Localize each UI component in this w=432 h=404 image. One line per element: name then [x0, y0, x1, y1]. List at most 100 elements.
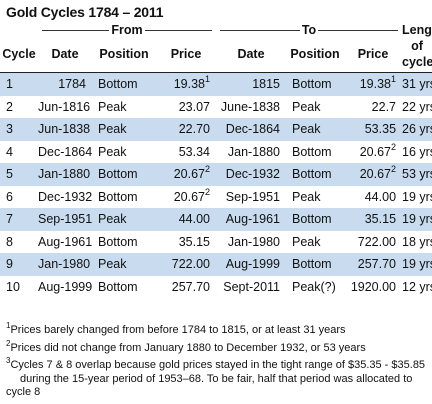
footnote-2: 2Prices did not change from January 1880… — [6, 338, 366, 354]
length-header-top: Length — [402, 22, 432, 38]
to-price-cell: 19.381 — [344, 72, 403, 96]
to-price-cell: 1920.00 — [344, 275, 403, 298]
to-position-cell: Bottom — [286, 163, 344, 186]
from-price-cell: 35.15 — [156, 230, 216, 253]
from-position-cell: Peak — [92, 95, 156, 118]
to-price-cell: 44.00 — [344, 185, 403, 208]
length-header-bottom: of cycle — [402, 38, 432, 73]
to-position-header: Position — [286, 38, 344, 73]
to-date-cell: 1815 — [216, 72, 286, 96]
length-cell: 19 yrs — [402, 185, 432, 208]
from-date-cell: Jan-1880 — [38, 163, 92, 186]
to-date-cell: Dec-1864 — [216, 118, 286, 141]
from-date-cell: Jun-1838 — [38, 118, 92, 141]
from-date-cell: Jun-1816 — [38, 95, 92, 118]
from-date-cell: 1784 — [38, 72, 92, 96]
table-row: 9 Jan-1980 Peak 722.00 Aug-1999 Bottom 257.70 1… — [0, 253, 432, 276]
table-row: 7 Sep-1951 Peak 44.00 Aug-1961 Bottom 35.15 19 … — [0, 208, 432, 231]
from-position-cell: Bottom — [92, 185, 156, 208]
from-price-cell: 722.00 — [156, 253, 216, 276]
to-price-cell: 257.70 — [344, 253, 403, 276]
cycle-cell: 8 — [0, 230, 38, 253]
to-date-cell: Sep-1951 — [216, 185, 286, 208]
table-row: 4 Dec-1864 Peak 53.34 Jan-1880 Bottom 20.672 16… — [0, 140, 432, 163]
from-position-cell: Peak — [92, 208, 156, 231]
to-position-cell: Peak — [286, 230, 344, 253]
to-date-header: Date — [216, 38, 286, 73]
cycle-header: Cycle — [0, 38, 38, 73]
footnotes: 1Prices barely changed from before 1784 … — [6, 321, 426, 404]
to-group-header: To — [216, 22, 403, 38]
length-cell: 16 yrs — [402, 140, 432, 163]
from-date-cell: Jan-1980 — [38, 253, 92, 276]
from-group-header: From — [38, 22, 216, 38]
cycle-cell: 9 — [0, 253, 38, 276]
from-price-cell: 22.70 — [156, 118, 216, 141]
from-date-cell: Aug-1961 — [38, 230, 92, 253]
length-cell: 31 yrs+1 — [402, 72, 432, 96]
from-date-cell: Aug-1999 — [38, 275, 92, 298]
to-date-cell: Aug-1961 — [216, 208, 286, 231]
table-row: 10 Aug-1999 Bottom 257.70 Sept-2011 Peak(?) 19… — [0, 275, 432, 298]
length-cell: 22 yrs — [402, 95, 432, 118]
from-price-cell: 257.70 — [156, 275, 216, 298]
table-row: 8 Aug-1961 Bottom 35.15 Jan-1980 Peak 722.00 18… — [0, 230, 432, 253]
table-row: 6 Dec-1932 Bottom 20.672 Sep-1951 Peak 44.00 19… — [0, 185, 432, 208]
from-position-cell: Peak — [92, 118, 156, 141]
from-position-cell: Peak — [92, 253, 156, 276]
from-position-cell: Bottom — [92, 163, 156, 186]
length-cell: 53 yrs2 — [402, 163, 432, 186]
to-position-cell: Peak — [286, 95, 344, 118]
to-date-cell: Jan-1980 — [216, 230, 286, 253]
footnote-marker: 2 — [391, 164, 397, 175]
to-price-header: Price — [344, 38, 403, 73]
footnote-3: 3Cycles 7 & 8 overlap because gold price… — [6, 356, 426, 399]
length-cell: 19 yrs — [402, 253, 432, 276]
from-position-cell: Bottom — [92, 72, 156, 96]
from-date-cell: Dec-1932 — [38, 185, 92, 208]
footnote-1: 1Prices barely changed from before 1784 … — [6, 321, 346, 337]
to-price-cell: 20.672 — [344, 163, 403, 186]
to-position-cell: Bottom — [286, 208, 344, 231]
cycle-cell: 3 — [0, 118, 38, 141]
to-price-cell: 53.35 — [344, 118, 403, 141]
cycle-cell: 2 — [0, 95, 38, 118]
cycle-cell: 5 — [0, 163, 38, 186]
header-group-row: From To Length — [0, 22, 432, 38]
cycle-cell: 10 — [0, 275, 38, 298]
footnote-marker: 1 — [204, 74, 210, 85]
from-position-header: Position — [92, 38, 156, 73]
to-date-cell: Jan-1880 — [216, 140, 286, 163]
from-date-cell: Sep-1951 — [38, 208, 92, 231]
to-position-cell: Peak — [286, 185, 344, 208]
from-date-header: Date — [38, 38, 92, 73]
from-price-cell: 20.672 — [156, 163, 216, 186]
gold-cycles-table: From To Length Cycle Date Position Price… — [0, 22, 432, 298]
length-cell: 19 yrs3 — [402, 208, 432, 231]
table-row: 3 Jun-1838 Peak 22.70 Dec-1864 Peak 53.35 26 yr… — [0, 118, 432, 141]
to-price-cell: 35.15 — [344, 208, 403, 231]
to-price-cell: 20.672 — [344, 140, 403, 163]
from-price-header: Price — [156, 38, 216, 73]
from-date-cell: Dec-1864 — [38, 140, 92, 163]
to-date-cell: Aug-1999 — [216, 253, 286, 276]
footnote-marker: 2 — [391, 141, 397, 152]
to-position-cell: Bottom — [286, 140, 344, 163]
cycle-cell: 7 — [0, 208, 38, 231]
to-date-cell: Dec-1932 — [216, 163, 286, 186]
to-position-cell: Peak — [286, 118, 344, 141]
table-row: 2 Jun-1816 Peak 23.07 June-1838 Peak 22.7 22 yr… — [0, 95, 432, 118]
footnote-marker: 1 — [391, 74, 397, 85]
to-price-cell: 722.00 — [344, 230, 403, 253]
to-price-cell: 22.7 — [344, 95, 403, 118]
header-column-row: Cycle Date Position Price Date Position … — [0, 38, 432, 73]
cycle-cell: 1 — [0, 72, 38, 96]
from-position-cell: Peak — [92, 140, 156, 163]
cycle-cell: 6 — [0, 185, 38, 208]
to-position-cell: Bottom — [286, 72, 344, 96]
length-cell: 12 yrs — [402, 275, 432, 298]
from-position-cell: Bottom — [92, 275, 156, 298]
from-price-cell: 44.00 — [156, 208, 216, 231]
from-price-cell: 19.381 — [156, 72, 216, 96]
